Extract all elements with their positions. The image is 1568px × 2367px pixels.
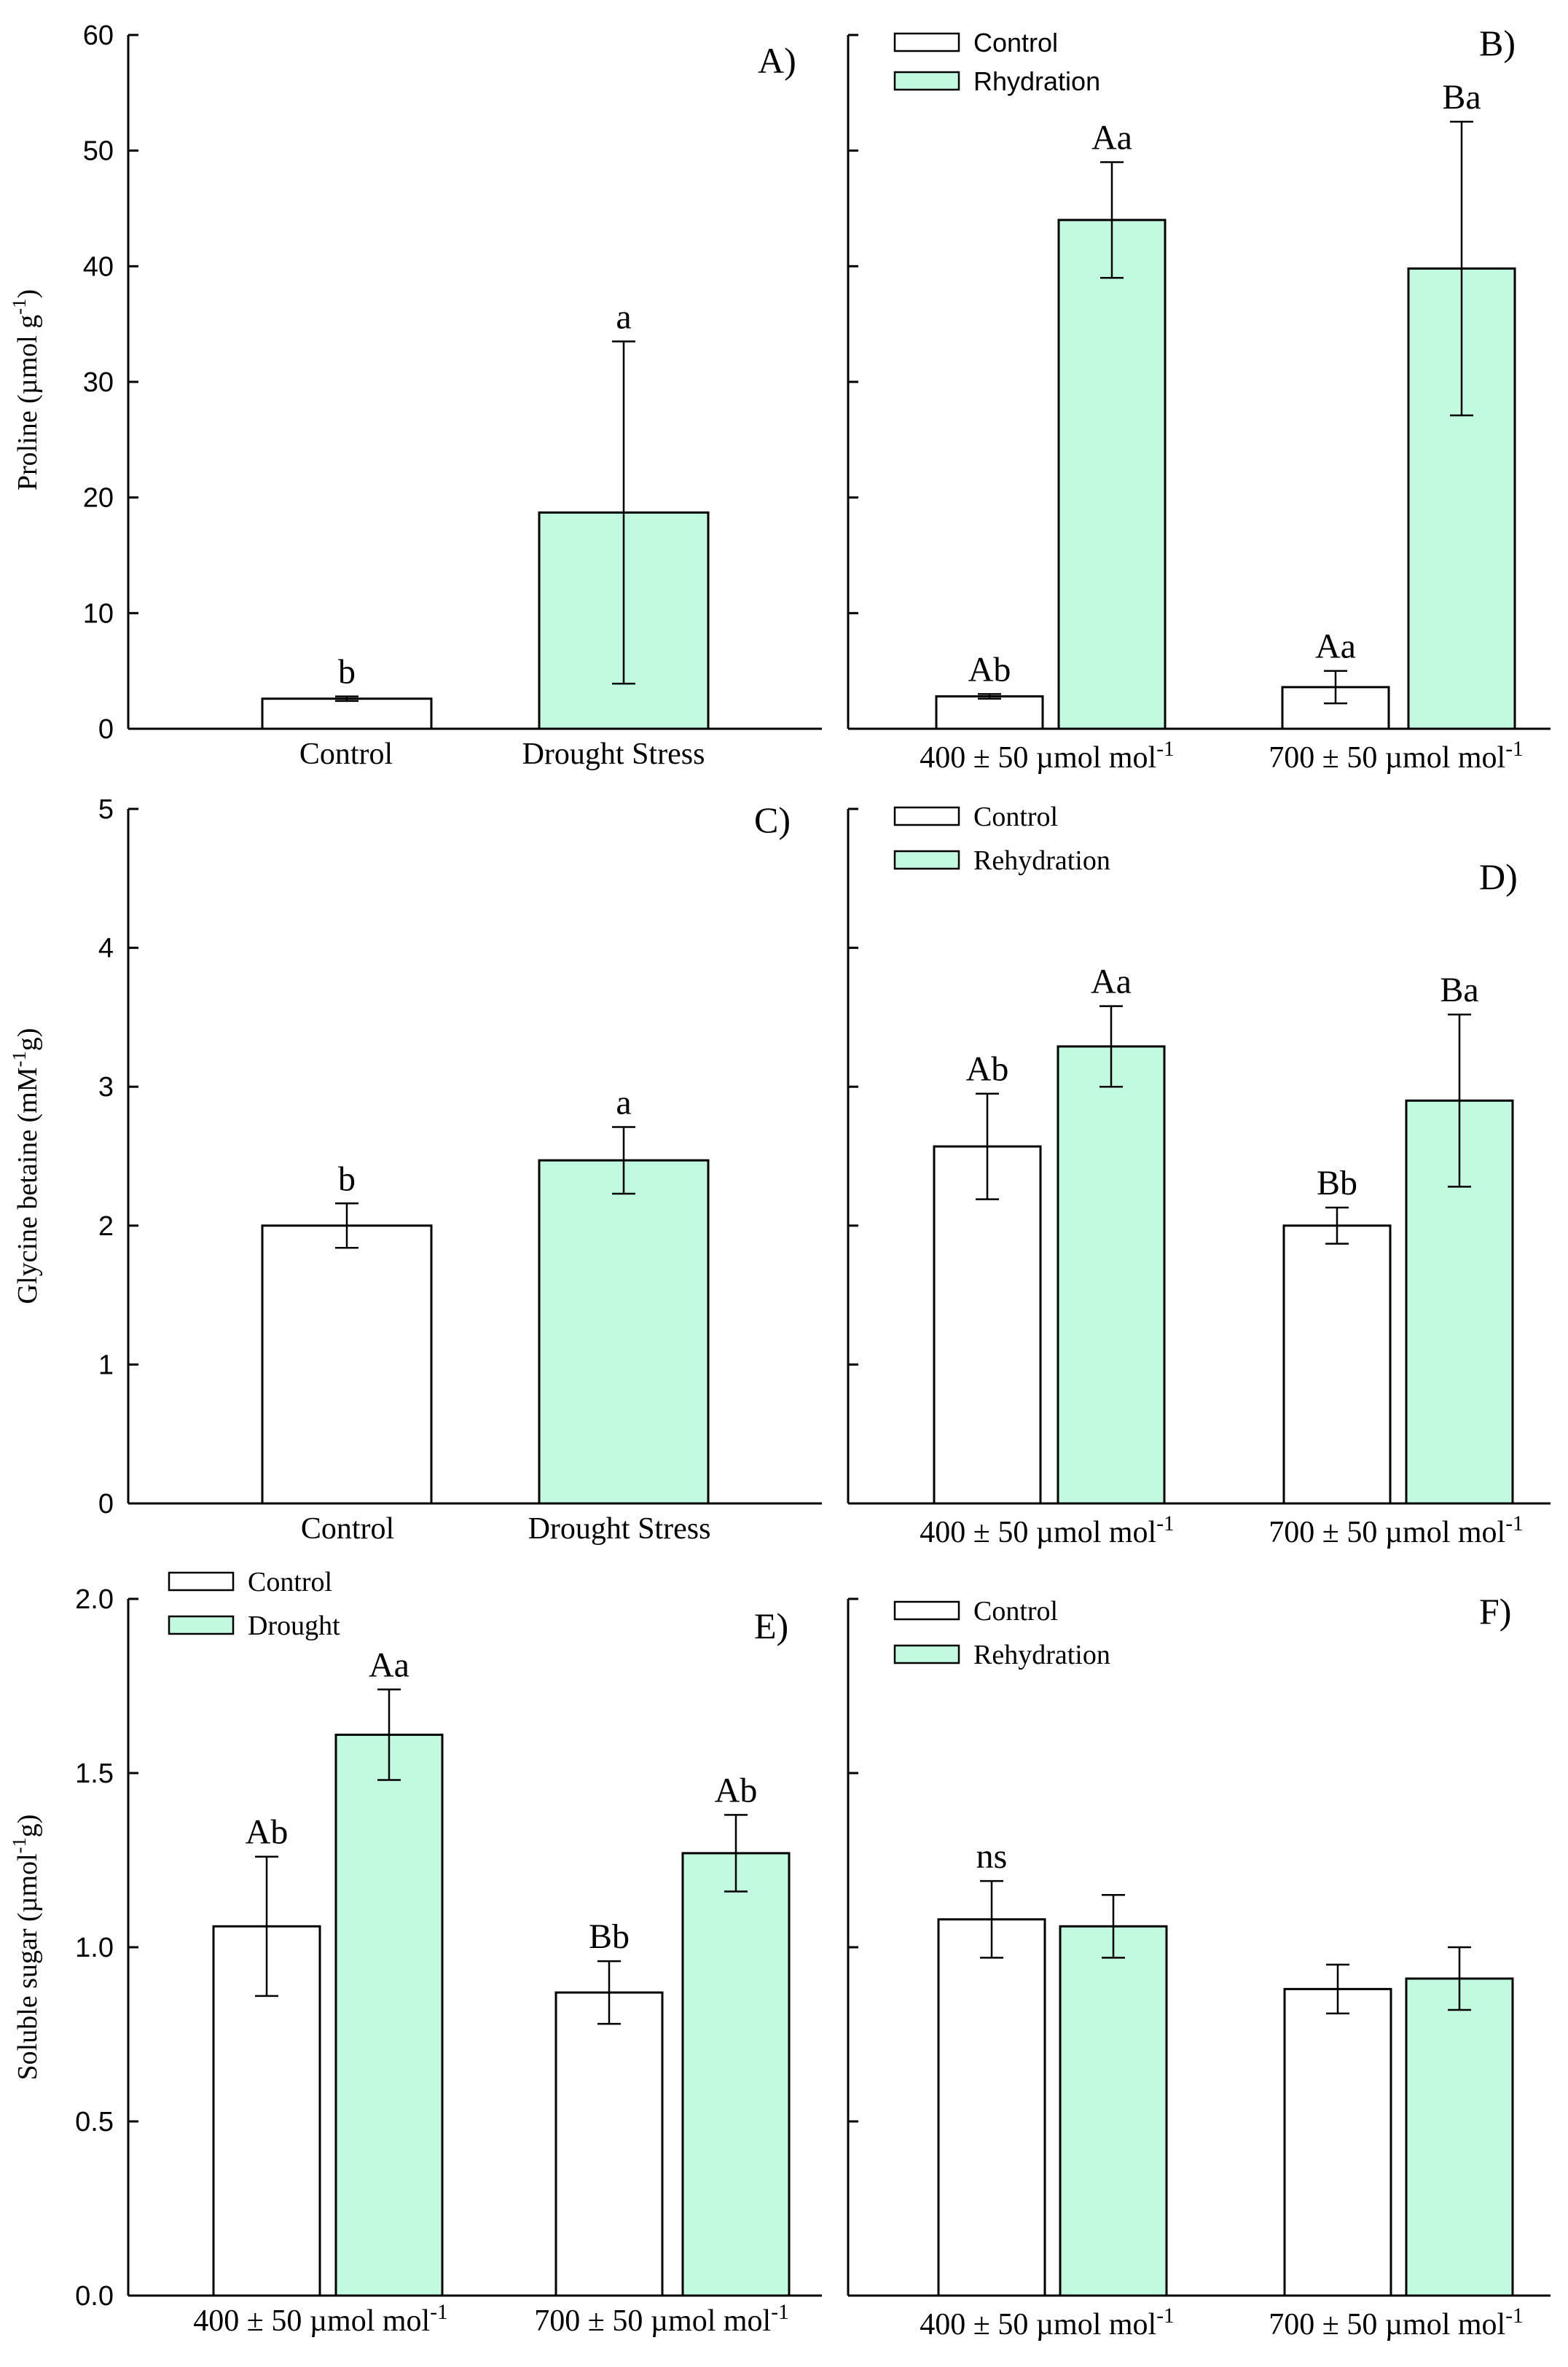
panel-label: F) [1479, 1591, 1511, 1632]
y-tick-label: 1.0 [75, 1933, 114, 1963]
y-tick-label: 0 [98, 714, 114, 745]
x-category-label: 400 ± 50 µmol mol-1 [920, 2304, 1174, 2341]
y-tick-label: 40 [83, 251, 114, 282]
legend-label: Rehydration [973, 845, 1110, 876]
y-tick-label: 0.5 [75, 2107, 114, 2137]
bar-treatment [1057, 1045, 1166, 1505]
x-category-label: Control [301, 1512, 394, 1546]
legend-label: Control [248, 1567, 332, 1597]
y-tick-label: 4 [98, 934, 114, 964]
y-tick-label: 20 [83, 483, 114, 514]
y-axis-label: Glycine betaine (mM-1g) [8, 1028, 43, 1304]
bar-control [933, 1145, 1042, 1505]
bar-control [935, 695, 1044, 730]
significance-label: a [616, 1083, 631, 1122]
bar-control [554, 1991, 664, 2297]
x-category-label: 700 ± 50 µmol mol-1 [1269, 1512, 1523, 1549]
panel-label: D) [1479, 856, 1518, 897]
y-tick-label: 60 [83, 20, 114, 51]
x-category-label: 400 ± 50 µmol mol-1 [193, 2301, 447, 2338]
panel-d: D) Ab Bb Aa Ba 400 ± 50 µmol mol-1 700 ± 50 µm… [847, 802, 1551, 1549]
bar-control [261, 1224, 433, 1505]
legend-swatch [168, 1571, 235, 1592]
bar-treatment [334, 1733, 444, 2297]
legend-swatch [893, 1644, 960, 1664]
panel-c: 0 1 2 3 4 5 Glycine betaine (mM-1g) C) b a Control… [8, 794, 822, 1546]
y-tick-label: 50 [83, 136, 114, 167]
bar-treatment [681, 1852, 791, 2297]
legend-label: Control [973, 28, 1058, 58]
x-category-label: Drought Stress [522, 738, 705, 771]
bar-treatment [1405, 1099, 1514, 1505]
bar-control [212, 1925, 321, 2297]
bar-treatment [1057, 219, 1167, 730]
x-category-label: Control [299, 738, 393, 771]
significance-label: Ab [715, 1771, 758, 1810]
panel-label: E) [754, 1605, 788, 1646]
x-category-label: 700 ± 50 µmol mol-1 [1269, 2304, 1523, 2341]
y-tick-label: 30 [83, 367, 114, 398]
x-category-label: 700 ± 50 µmol mol-1 [534, 2301, 788, 2338]
significance-label: Aa [1091, 119, 1132, 157]
significance-label: Ba [1440, 971, 1478, 1009]
significance-label: Bb [1317, 1164, 1357, 1202]
y-tick-label: 2.0 [75, 1584, 114, 1615]
significance-label: Ab [968, 650, 1011, 689]
significance-label: Bb [589, 1917, 630, 1956]
bar-treatment [1059, 1925, 1168, 2297]
legend-swatch [893, 806, 960, 826]
legend-swatch [893, 1600, 960, 1621]
y-tick-label: 5 [98, 794, 114, 825]
y-tick-label: 10 [83, 598, 114, 629]
bar-treatment [1405, 1977, 1514, 2297]
panel-label: A) [758, 40, 796, 81]
y-tick-label: 1.5 [75, 1758, 114, 1789]
legend-swatch [893, 850, 960, 870]
panel-a: 0 10 20 30 40 50 60 Proline (µmol g-1) A) b a Contr… [8, 20, 822, 771]
y-axis-label: Soluble sugar (µmol-1g) [8, 1815, 43, 2081]
panel-b: B) Ab Aa Aa Ba 400 ± 50 µmol mol-1 700 ± 50 µm… [847, 23, 1551, 775]
x-category-label: 400 ± 50 µmol mol-1 [920, 1512, 1174, 1549]
legend-swatch [168, 1615, 235, 1635]
bar-control [1283, 1987, 1392, 2297]
significance-label: Aa [369, 1646, 409, 1684]
significance-label: Ab [966, 1050, 1009, 1089]
bar-control [261, 697, 433, 730]
significance-label: Aa [1315, 627, 1356, 666]
legend-label: Control [973, 1596, 1058, 1627]
significance-label: Aa [1091, 963, 1132, 1001]
panel-f: F) ns 400 ± 50 µmol mol-1 700 ± 50 µmol mol… [847, 1591, 1551, 2341]
bar-control [1282, 1224, 1392, 1505]
y-axis-label: Proline (µmol g-1) [8, 289, 43, 490]
x-category-label: 400 ± 50 µmol mol-1 [920, 738, 1174, 775]
legend-swatch [893, 71, 960, 91]
y-tick-label: 0.0 [75, 2281, 114, 2312]
y-tick-label: 3 [98, 1072, 114, 1103]
bar-control [937, 1918, 1046, 2297]
x-category-label: 700 ± 50 µmol mol-1 [1269, 738, 1523, 775]
significance-label: ns [976, 1837, 1008, 1876]
legend-label: Rehydration [973, 1640, 1110, 1670]
significance-label: a [616, 297, 631, 336]
y-tick-label: 1 [98, 1350, 114, 1380]
bar-drought [538, 1159, 710, 1505]
legend-label: Drought [248, 1611, 340, 1641]
significance-label: Ba [1442, 78, 1481, 117]
significance-label: b [338, 653, 356, 692]
panel-e: 0.0 0.5 1.0 1.5 2.0 Soluble sugar (µmol-1g) E)… [8, 1567, 822, 2338]
legend-swatch [893, 32, 960, 52]
panel-label: C) [754, 799, 791, 840]
y-tick-label: 2 [98, 1211, 114, 1242]
y-tick-label: 0 [98, 1489, 114, 1519]
significance-label: b [338, 1159, 356, 1198]
legend-label: Rhydration [973, 66, 1100, 96]
legend-label: Control [973, 802, 1058, 832]
x-category-label: Drought Stress [528, 1512, 711, 1546]
significance-label: Ab [246, 1813, 289, 1852]
panel-label: B) [1479, 23, 1516, 63]
